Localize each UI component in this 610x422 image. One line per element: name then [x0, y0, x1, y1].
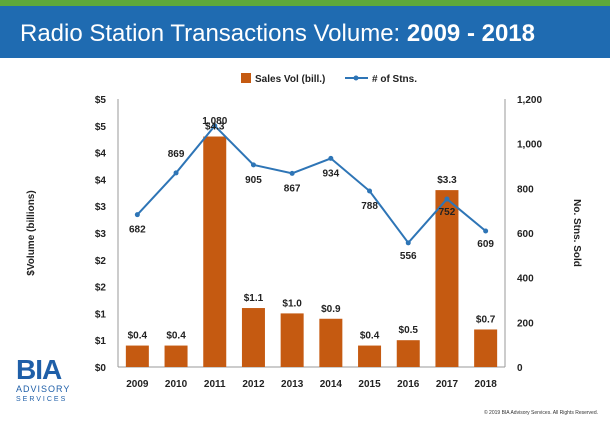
logo-mark: BIA — [16, 354, 62, 385]
chart-axes: $0 $1 $1 $2 $2 $3 $3 $4 $4 $5 $5 0 200 400 600 800 1,000… — [26, 95, 582, 390]
line-value-label: 752 — [439, 207, 456, 218]
stations-point — [289, 170, 295, 176]
sales-bar — [164, 345, 188, 367]
line-value-label: 905 — [245, 175, 262, 186]
bar-value-label: $0.7 — [476, 314, 496, 325]
bar-value-label: $0.9 — [321, 304, 341, 315]
x-tick-label: 2009 — [126, 379, 149, 390]
y2-tick-label: 1,200 — [517, 95, 542, 106]
bar-value-label: $1.0 — [282, 298, 302, 309]
y-tick-label: $2 — [95, 256, 107, 267]
y-tick-label: $5 — [95, 122, 107, 133]
y-tick-label: $5 — [95, 95, 107, 106]
title-banner: Radio Station Transactions Volume: 2009 … — [0, 6, 610, 58]
bar-value-label: $1.1 — [244, 293, 264, 304]
y2-tick-label: 800 — [517, 184, 534, 195]
title-years: 2009 - 2018 — [406, 20, 535, 47]
y-tick-label: $3 — [95, 229, 107, 240]
sales-bar — [319, 318, 343, 367]
copyright-notice: © 2019 BIA Advisory Services. All Rights… — [483, 410, 598, 416]
y-tick-label: $2 — [95, 283, 107, 294]
legend-bar-label: Sales Vol (bill.) — [255, 74, 325, 85]
bar-value-label: $0.4 — [360, 331, 380, 342]
sales-bar — [280, 313, 304, 367]
line-value-label: 556 — [400, 251, 417, 262]
stations-point — [212, 123, 218, 129]
title-text: Radio Station Transactions Volume: — [20, 20, 401, 47]
x-tick-label: 2012 — [242, 379, 265, 390]
sales-bar — [474, 329, 498, 367]
combo-chart: Sales Vol (bill.) # of Stns. $0 $1 $1 $2 $2 $3… — [26, 73, 582, 390]
line-value-label: 869 — [168, 149, 185, 160]
sales-bar — [125, 345, 149, 367]
y-tick-label: $1 — [95, 336, 107, 347]
stations-point — [134, 212, 140, 218]
x-tick-label: 2010 — [165, 379, 188, 390]
company-logo: BIA ADVISORY SERVICES — [16, 356, 86, 416]
x-tick-label: 2018 — [475, 379, 498, 390]
y-tick-label: $1 — [95, 309, 107, 320]
line-value-label: 934 — [323, 168, 340, 179]
y-tick-label: $0 — [95, 363, 107, 374]
stations-point — [444, 196, 450, 202]
y-axis-title: $Volume (billions) — [26, 190, 37, 275]
stations-point — [405, 240, 411, 246]
sales-bar — [396, 340, 420, 367]
y2-tick-label: 400 — [517, 274, 534, 285]
x-tick-label: 2017 — [436, 379, 459, 390]
y2-tick-label: 1,000 — [517, 140, 542, 151]
stations-point — [483, 228, 489, 234]
sales-bar — [241, 308, 265, 367]
bar-series — [125, 136, 498, 367]
data-labels: $0.4 $0.4 $4.3 $1.1 $1.0 $0.9 $0.4 $0.5 $3.3 $0.7… — [128, 116, 496, 342]
sales-bar — [358, 345, 382, 367]
line-value-label: 867 — [284, 183, 301, 194]
y-tick-label: $4 — [95, 149, 107, 160]
logo-line1: ADVISORY — [16, 384, 71, 394]
x-tick-label: 2013 — [281, 379, 304, 390]
y2-tick-label: 600 — [517, 229, 534, 240]
line-value-label: 682 — [129, 225, 146, 236]
line-value-label: 609 — [477, 239, 494, 250]
x-tick-label: 2016 — [397, 379, 420, 390]
x-tick-label: 2011 — [204, 379, 226, 390]
logo-line2: SERVICES — [16, 396, 68, 403]
stations-point — [173, 170, 179, 176]
header-accent-bar — [0, 0, 610, 6]
y2-tick-label: 0 — [517, 363, 523, 374]
stations-line — [136, 124, 487, 245]
legend-line-marker — [353, 75, 359, 81]
stations-point — [250, 162, 256, 168]
stations-point — [367, 188, 373, 194]
chart-legend: Sales Vol (bill.) # of Stns. — [241, 73, 417, 85]
line-series — [134, 123, 489, 246]
y-tick-label: $4 — [95, 175, 107, 186]
line-value-label: 1,080 — [202, 116, 227, 127]
x-tick-label: 2015 — [358, 379, 381, 390]
legend-line-label: # of Stns. — [372, 74, 417, 85]
sales-bar — [203, 136, 227, 367]
bar-value-label: $0.5 — [399, 325, 419, 336]
bar-value-label: $0.4 — [166, 331, 186, 342]
y2-tick-label: 200 — [517, 318, 534, 329]
line-value-label: 788 — [361, 201, 378, 212]
bar-value-label: $3.3 — [437, 175, 457, 186]
bar-value-label: $4.3 — [205, 122, 225, 133]
bar-value-label: $0.4 — [128, 331, 148, 342]
page-title: Radio Station Transactions Volume: 2009 … — [20, 20, 535, 48]
sales-bar — [435, 190, 459, 367]
y-tick-label: $3 — [95, 202, 107, 213]
stations-point — [328, 155, 334, 161]
y2-axis-title: No. Stns. Sold — [571, 199, 582, 267]
legend-bar-swatch — [241, 73, 251, 83]
x-tick-label: 2014 — [320, 379, 343, 390]
